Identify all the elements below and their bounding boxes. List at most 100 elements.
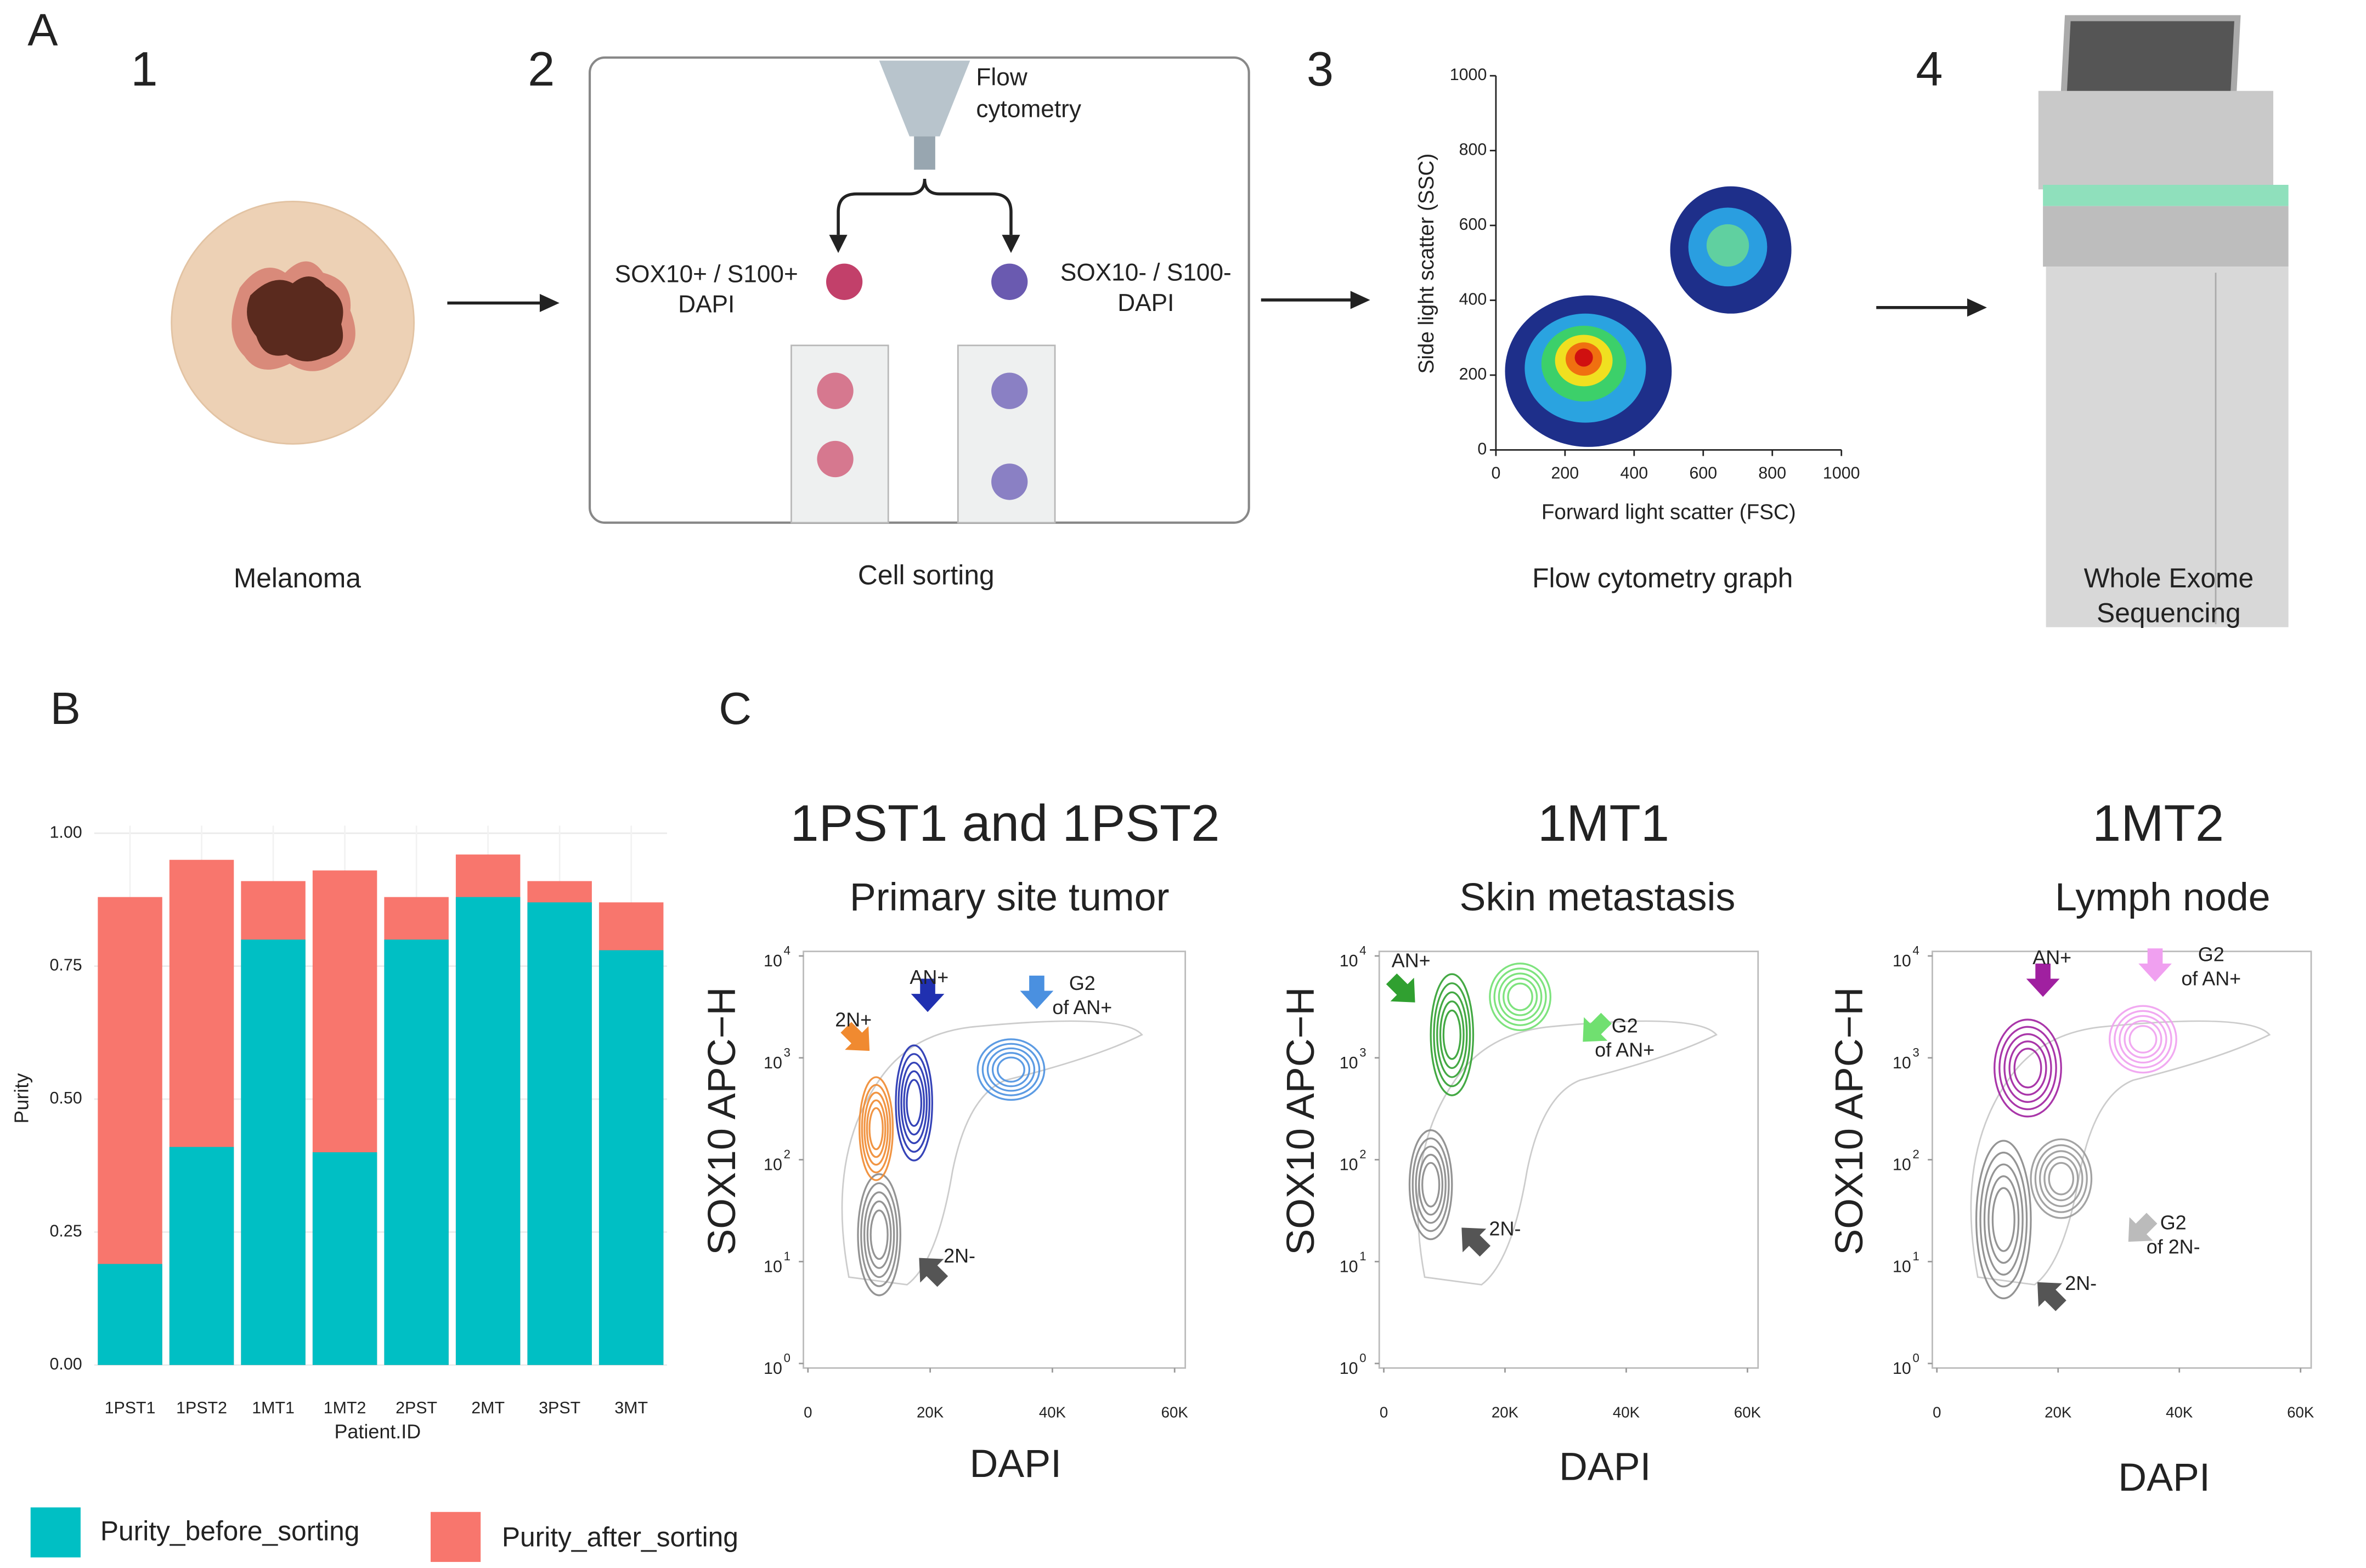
step-caption: Flow cytometry graph bbox=[1532, 563, 1793, 593]
panel-label: A bbox=[27, 4, 58, 55]
x-axis-label: Forward light scatter (FSC) bbox=[1541, 501, 1796, 524]
y-tick-label: 10 bbox=[1893, 952, 1911, 970]
contour bbox=[869, 1209, 889, 1260]
annotation: 2N- bbox=[944, 1244, 975, 1267]
pointer-arrow bbox=[1020, 975, 1054, 1009]
y-tick-label: 10 bbox=[764, 1257, 782, 1276]
contour bbox=[861, 1084, 891, 1174]
contour bbox=[1489, 963, 1552, 1032]
y-tick-exponent: 1 bbox=[1913, 1249, 1919, 1263]
contour bbox=[2003, 1033, 2052, 1103]
contour bbox=[860, 1182, 899, 1287]
x-tick-label: 0 bbox=[1491, 464, 1500, 483]
contour bbox=[863, 1091, 889, 1166]
bar bbox=[384, 939, 449, 1365]
step-arrows bbox=[447, 298, 1970, 309]
x-tick-label: 40K bbox=[1039, 1404, 1066, 1421]
y-tick-exponent: 1 bbox=[784, 1249, 790, 1263]
panel-label: C bbox=[719, 683, 752, 734]
y-tick-label: 0.00 bbox=[50, 1355, 82, 1373]
y-tick-exponent: 4 bbox=[784, 944, 790, 958]
panel-label: B bbox=[50, 683, 81, 734]
y-tick-exponent: 0 bbox=[784, 1351, 790, 1365]
pointer-arrow bbox=[1461, 1227, 1491, 1257]
contour bbox=[997, 1056, 1025, 1083]
contour bbox=[1439, 1000, 1465, 1069]
contour bbox=[895, 1044, 933, 1162]
contour bbox=[2128, 1024, 2158, 1054]
contour bbox=[1493, 967, 1547, 1026]
y-axis-label: SOX10 APC−H bbox=[700, 987, 744, 1255]
arrow-head bbox=[829, 235, 848, 253]
contour bbox=[859, 1076, 894, 1181]
sorting-box bbox=[588, 56, 1250, 524]
plot-subtitle: Primary site tumor bbox=[850, 875, 1170, 919]
contour bbox=[1411, 1137, 1450, 1232]
plot-subtitle: Lymph node bbox=[2055, 875, 2271, 919]
arrow-head bbox=[1967, 298, 1987, 317]
contour bbox=[2008, 1040, 2047, 1096]
step-caption: Melanoma bbox=[234, 563, 361, 593]
contour bbox=[1430, 973, 1475, 1096]
y-tick-exponent: 3 bbox=[784, 1045, 790, 1059]
x-tick-label: 2MT bbox=[471, 1399, 505, 1417]
cell bbox=[817, 372, 854, 409]
y-tick-label: 0.25 bbox=[50, 1221, 82, 1240]
y-tick-exponent: 0 bbox=[1913, 1351, 1919, 1365]
contour-outline bbox=[1417, 1020, 1718, 1286]
population-label: SOX10+ / S100+ bbox=[615, 261, 798, 287]
y-tick-label: 400 bbox=[1459, 290, 1487, 309]
contour bbox=[1498, 972, 1543, 1021]
x-axis-label: DAPI bbox=[1559, 1445, 1651, 1488]
y-tick-label: 10 bbox=[1893, 1257, 1911, 1276]
x-tick-label: 60K bbox=[1734, 1404, 1761, 1421]
plot-subtitle: Skin metastasis bbox=[1460, 875, 1736, 919]
cell bbox=[817, 440, 854, 478]
y-tick-label: 10 bbox=[1340, 1156, 1358, 1174]
sequencer bbox=[2038, 15, 2289, 627]
contour-outline bbox=[841, 1020, 1143, 1286]
cell bbox=[991, 372, 1028, 409]
x-tick-label: 1PST1 bbox=[105, 1399, 156, 1417]
x-tick-label: 20K bbox=[917, 1404, 944, 1421]
x-tick-label: 3MT bbox=[614, 1399, 648, 1417]
annotation: G2 bbox=[2198, 943, 2224, 966]
bar bbox=[527, 902, 592, 1365]
contour bbox=[1994, 1018, 2062, 1118]
pointer-arrow bbox=[1386, 973, 1415, 1003]
contour bbox=[2039, 1150, 2083, 1208]
illustrations bbox=[171, 15, 2289, 627]
y-tick-exponent: 3 bbox=[1359, 1045, 1366, 1059]
pointer-arrow bbox=[2138, 948, 2172, 982]
x-tick-label: 0 bbox=[804, 1404, 812, 1421]
contour bbox=[866, 1099, 886, 1158]
y-tick-exponent: 3 bbox=[1913, 1045, 1919, 1059]
y-tick-label: 800 bbox=[1459, 140, 1487, 159]
cell bbox=[991, 463, 1028, 500]
x-tick-label: 800 bbox=[1758, 464, 1786, 483]
x-tick-label: 200 bbox=[1551, 464, 1579, 483]
annotation: 2N- bbox=[2065, 1272, 2097, 1294]
contour bbox=[2030, 1138, 2093, 1219]
contour bbox=[1991, 1187, 2015, 1252]
y-tick-label: 200 bbox=[1459, 365, 1487, 383]
x-tick-label: 40K bbox=[1613, 1404, 1640, 1421]
x-tick-label: 1PST2 bbox=[176, 1399, 227, 1417]
x-tick-label: 3PST bbox=[539, 1399, 580, 1417]
contour bbox=[1987, 1175, 2020, 1264]
y-tick-label: 0.50 bbox=[50, 1089, 82, 1107]
contour bbox=[897, 1053, 931, 1153]
contour bbox=[866, 1200, 892, 1269]
nozzle-tip bbox=[914, 136, 935, 170]
contour bbox=[1975, 1140, 2032, 1299]
annotation: G2 bbox=[1069, 972, 1096, 994]
contour bbox=[1418, 1153, 1444, 1216]
device-label: cytometry bbox=[976, 95, 1081, 122]
annotation: AN+ bbox=[2032, 946, 2071, 969]
y-axis-label: Purity bbox=[10, 1073, 32, 1124]
x-tick-label: 1MT2 bbox=[324, 1399, 366, 1417]
annotation: AN+ bbox=[1392, 949, 1431, 972]
arrow-head bbox=[1350, 291, 1370, 309]
legend-label: Purity_after_sorting bbox=[502, 1522, 738, 1553]
y-tick-label: 1.00 bbox=[50, 823, 82, 841]
